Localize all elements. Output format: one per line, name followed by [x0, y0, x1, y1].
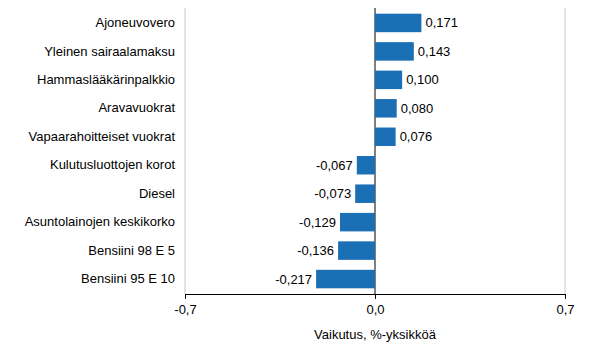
chart: -0,7 0,0 0,7 Ajoneuvovero Yleinen sairaalama… — [0, 0, 590, 356]
data-label: -0,073 — [314, 186, 351, 201]
x-tick-label: -0,7 — [174, 302, 196, 317]
y-tick: Aravavuokrat — [98, 100, 185, 115]
category-label: Kulutusluottojen korot — [50, 157, 175, 172]
x-axis-title: Vaikutus, %-yksikköä — [314, 327, 437, 342]
category-label: Yleinen sairaalamaksu — [44, 44, 175, 59]
bar — [375, 14, 421, 32]
x-tick-label: 0,0 — [366, 302, 384, 317]
category-label: Diesel — [139, 186, 175, 201]
x-tick: 0,7 — [556, 294, 574, 317]
y-tick: Yleinen sairaalamaksu — [44, 44, 185, 59]
category-label: Aravavuokrat — [98, 100, 175, 115]
data-label: 0,076 — [400, 129, 433, 144]
data-label: 0,100 — [406, 72, 439, 87]
bar — [340, 213, 375, 231]
category-label: Asuntolainojen keskikorko — [25, 214, 175, 229]
category-label: Bensiini 98 E 5 — [88, 243, 175, 258]
y-tick: Asuntolainojen keskikorko — [25, 214, 185, 229]
x-tick-mark — [375, 294, 376, 299]
y-tick: Kulutusluottojen korot — [50, 157, 185, 172]
data-label: -0,217 — [275, 272, 312, 287]
x-tick: 0,0 — [366, 294, 384, 317]
data-label: 0,143 — [418, 44, 451, 59]
y-tick: Hammaslääkärinpalkkio — [37, 72, 185, 87]
y-tick: Diesel — [139, 186, 185, 201]
grid-line — [185, 8, 186, 294]
category-label: Bensiini 95 E 10 — [81, 271, 175, 286]
x-tick-mark — [565, 294, 566, 299]
bar — [355, 184, 375, 202]
category-label: Hammaslääkärinpalkkio — [37, 72, 175, 87]
bar — [375, 99, 397, 117]
data-label: -0,129 — [299, 215, 336, 230]
bar — [375, 71, 402, 89]
data-labels: 0,171 0,143 0,100 0,080 0,076 -0,067 -0,073 -0,… — [275, 15, 458, 286]
category-label: Ajoneuvovero — [96, 15, 176, 30]
grid — [185, 8, 565, 294]
y-tick: Vapaarahoitteiset vuokrat — [29, 129, 185, 144]
grid-line — [565, 8, 566, 294]
y-axis: Ajoneuvovero Yleinen sairaalamaksu Hammasl… — [25, 15, 185, 286]
data-label: 0,171 — [425, 15, 458, 30]
y-tick: Bensiini 95 E 10 — [81, 271, 185, 286]
y-tick: Ajoneuvovero — [96, 15, 186, 30]
y-tick: Bensiini 98 E 5 — [88, 243, 185, 258]
data-label: -0,067 — [316, 158, 353, 173]
bar — [357, 156, 375, 174]
bar — [338, 241, 375, 259]
x-tick-mark — [185, 294, 186, 299]
bar — [375, 42, 414, 60]
x-axis: -0,7 0,0 0,7 — [174, 294, 574, 317]
x-axis-line — [186, 295, 566, 300]
data-label: -0,136 — [297, 243, 334, 258]
bar — [316, 270, 375, 288]
x-tick-label: 0,7 — [556, 302, 574, 317]
x-tick: -0,7 — [174, 294, 196, 317]
data-label: 0,080 — [401, 101, 434, 116]
bar — [375, 128, 396, 146]
category-label: Vapaarahoitteiset vuokrat — [29, 129, 176, 144]
